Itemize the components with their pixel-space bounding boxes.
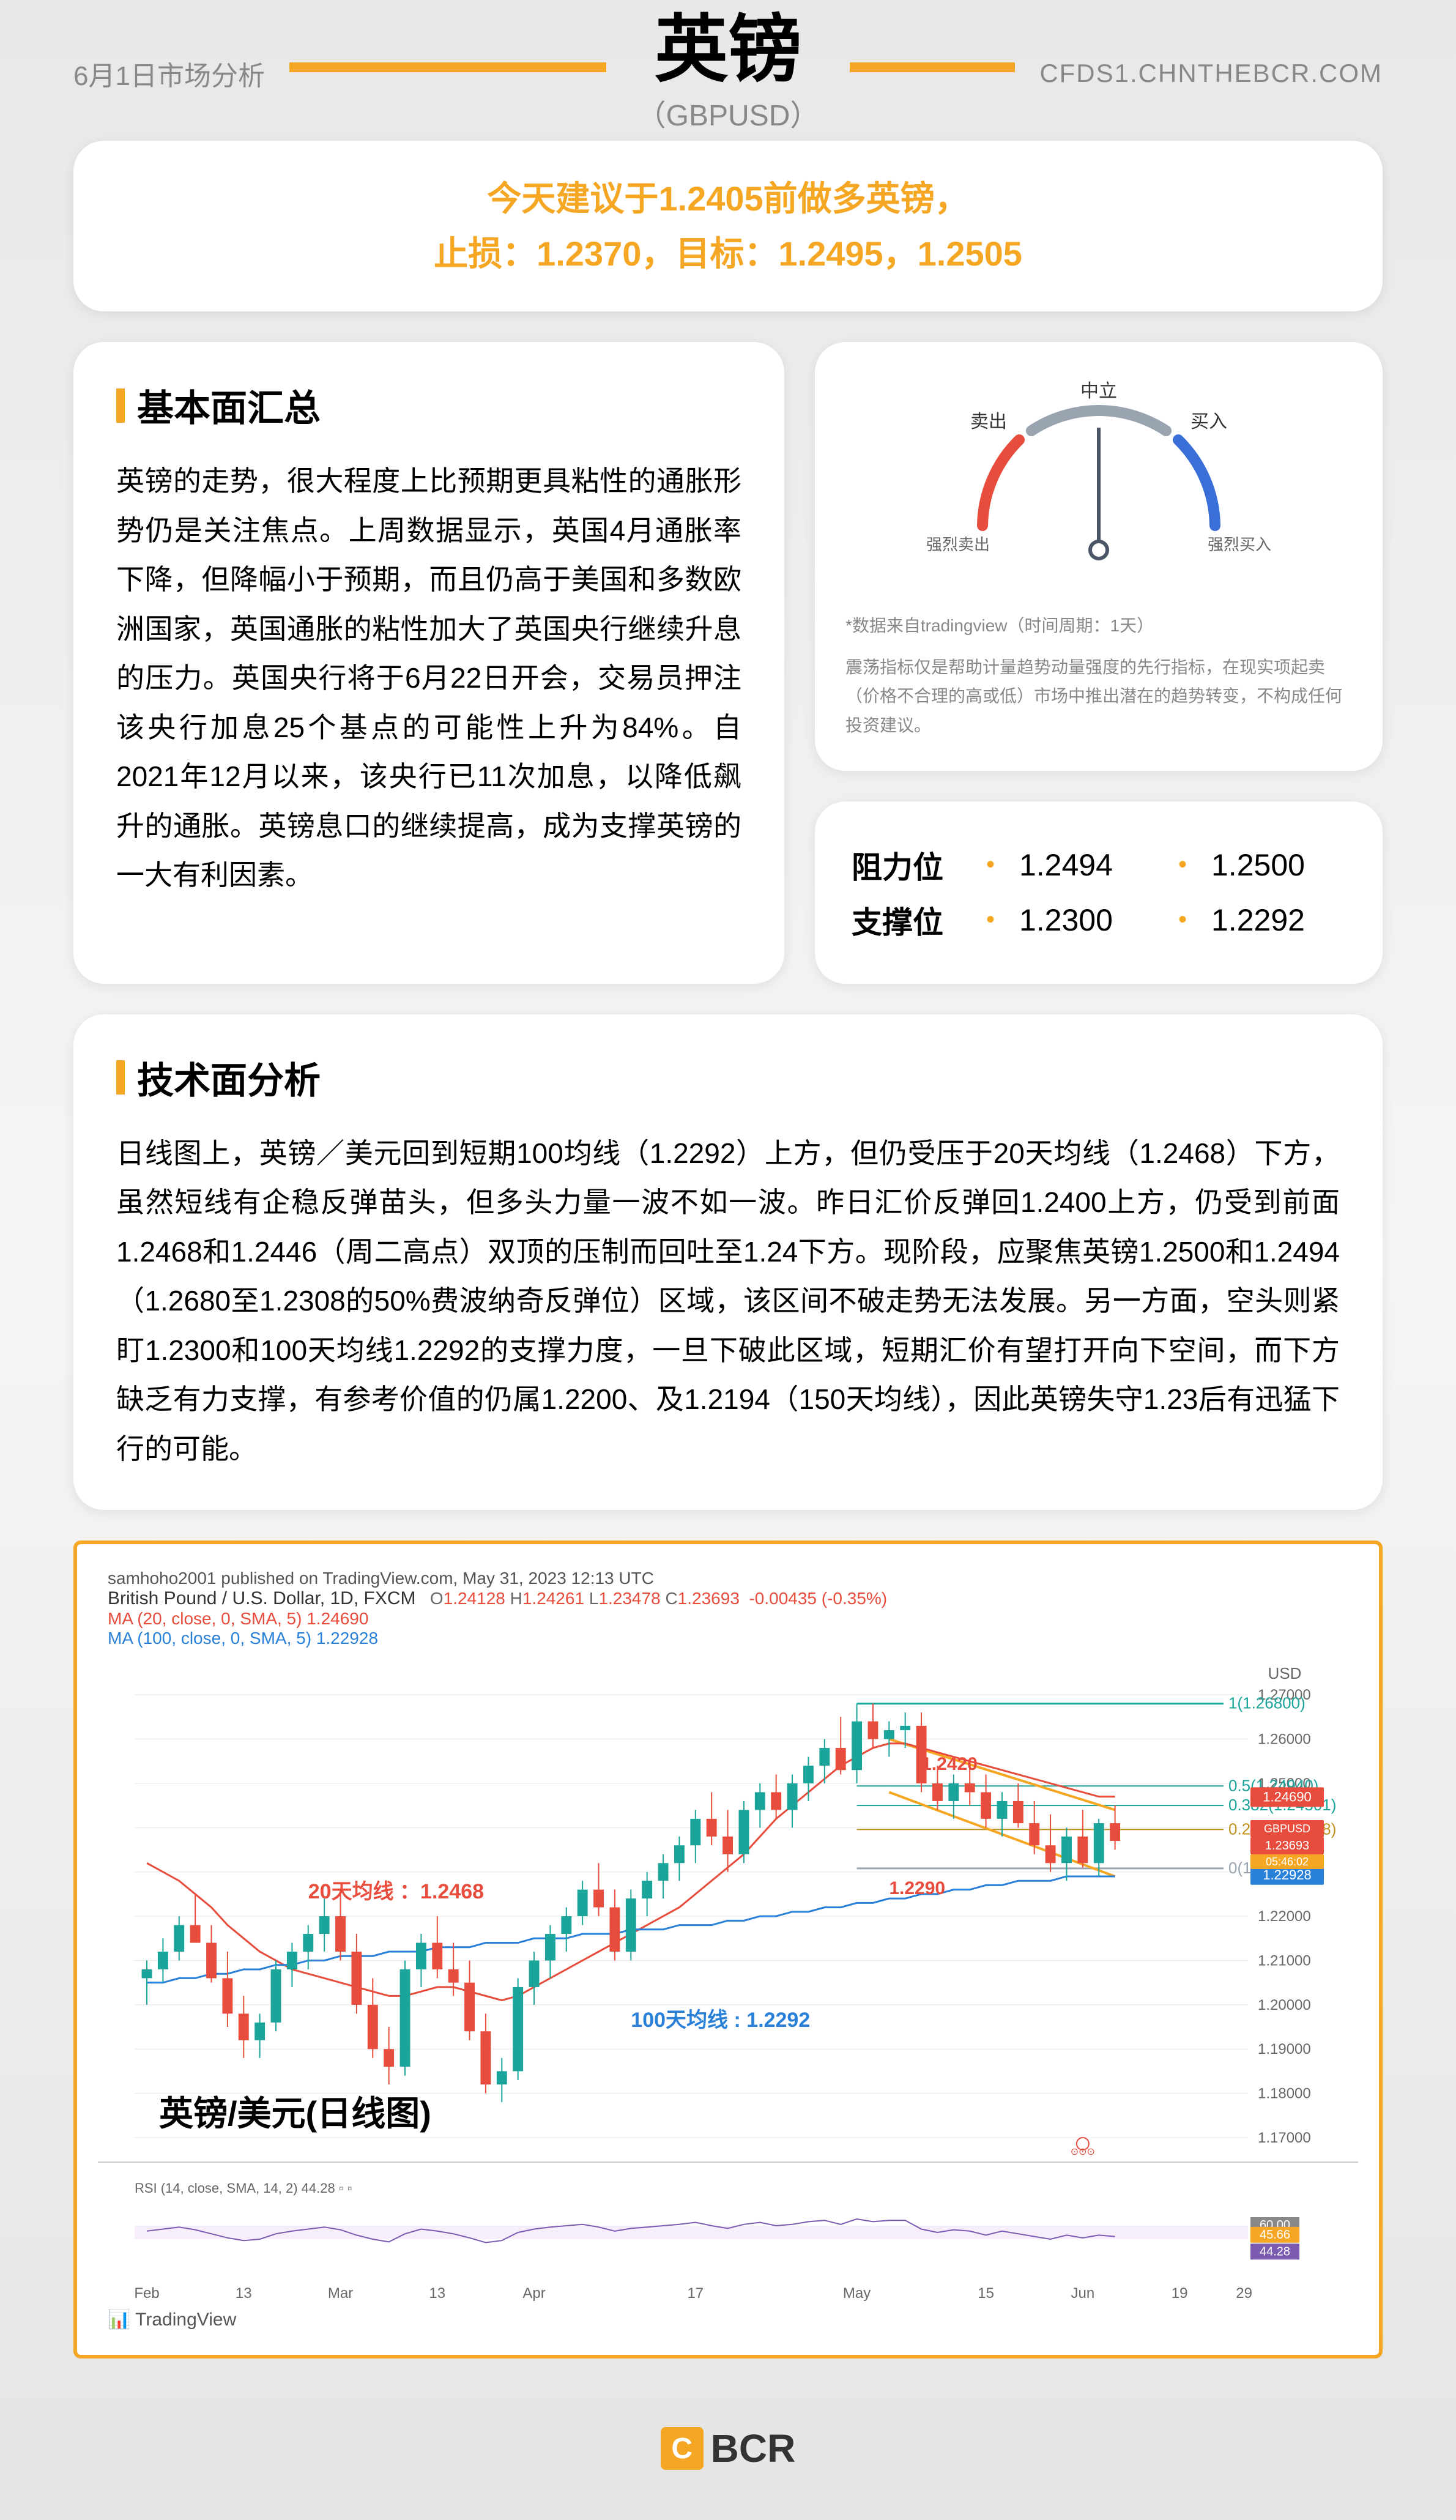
bcr-logo-text: BCR xyxy=(711,2426,796,2471)
fundamental-card: 基本面汇总 英镑的走势，很大程度上比预期更具粘性的通胀形势仍是关注焦点。上周数据… xyxy=(73,342,784,983)
svg-text:1.22928: 1.22928 xyxy=(1263,1867,1312,1883)
chart-ma20-label: MA (20, close, 0, SMA, 5) 1.24690 xyxy=(108,1609,1348,1629)
header-accent-right xyxy=(850,62,1015,72)
svg-text:1.19000: 1.19000 xyxy=(1258,2041,1311,2057)
svg-text:Mar: Mar xyxy=(328,2285,353,2302)
svg-text:GBPUSD: GBPUSD xyxy=(1264,1823,1310,1835)
gauge-label-strong-sell: 强烈卖出 xyxy=(926,535,990,554)
technical-title: 技术面分析 xyxy=(137,1051,321,1104)
recommendation-line2: 止损：1.2370，目标：1.2495，1.2505 xyxy=(122,226,1334,281)
svg-text:1(1.26800): 1(1.26800) xyxy=(1228,1694,1306,1712)
technical-body: 日线图上，英镑／美元回到短期100均线（1.2292）上方，但仍受压于20天均线… xyxy=(116,1129,1340,1474)
dot-icon: • xyxy=(986,906,995,934)
recommendation-line1: 今天建议于1.2405前做多英镑， xyxy=(122,171,1334,226)
svg-text:1.26000: 1.26000 xyxy=(1258,1731,1311,1748)
gauge-note2: 震荡指标仅是帮助计量趋势动量强度的先行指标，在现实项起卖（价格不合理的高或低）市… xyxy=(845,653,1352,740)
gauge-label-sell: 卖出 xyxy=(970,412,1007,432)
tradingview-label: 📊 TradingView xyxy=(108,2309,236,2330)
svg-text:1.24690: 1.24690 xyxy=(1263,1789,1312,1804)
svg-text:英镑/美元(日线图): 英镑/美元(日线图) xyxy=(159,2094,431,2133)
page-title: 英镑 xyxy=(655,13,801,86)
gauge-label-buy: 买入 xyxy=(1190,412,1227,432)
support-val-2: 1.2292 xyxy=(1211,902,1346,938)
accent-bar-icon xyxy=(116,1060,125,1095)
svg-text:1.21000: 1.21000 xyxy=(1258,1953,1311,1969)
levels-card: 阻力位 • 1.2494 • 1.2500 支撑位 • 1.2300 • 1.2… xyxy=(815,801,1383,984)
resistance-label: 阻力位 xyxy=(852,843,962,887)
svg-text:⊙⊙⊙: ⊙⊙⊙ xyxy=(1071,2147,1095,2157)
bcr-logo-icon: C xyxy=(661,2427,704,2470)
fundamental-body: 英镑的走势，很大程度上比预期更具粘性的通胀形势仍是关注焦点。上周数据显示，英国4… xyxy=(116,456,741,900)
page-subtitle: （GBPUSD） xyxy=(637,91,820,134)
svg-text:05:46:02: 05:46:02 xyxy=(1266,1856,1309,1868)
svg-text:1.18000: 1.18000 xyxy=(1258,2086,1311,2102)
chart-card: samhoho2001 published on TradingView.com… xyxy=(73,1541,1383,2358)
svg-text:15: 15 xyxy=(978,2285,994,2302)
resistance-val-2: 1.2500 xyxy=(1211,847,1346,883)
sentiment-gauge: 中立 卖出 买入 强烈卖出 强烈买入 xyxy=(845,366,1352,599)
svg-text:1.2290: 1.2290 xyxy=(889,1878,945,1898)
gauge-note1: *数据来自tradingview（时间周期：1天） xyxy=(845,611,1352,641)
gauge-card: 中立 卖出 买入 强烈卖出 强烈买入 *数据来自tradingview（时间周期… xyxy=(815,342,1383,770)
footer-logo: C BCR xyxy=(0,2389,1456,2520)
technical-card: 技术面分析 日线图上，英镑／美元回到短期100均线（1.2292）上方，但仍受压… xyxy=(73,1014,1383,1511)
header-date: 6月1日市场分析 xyxy=(73,54,265,93)
svg-text:Jun: Jun xyxy=(1071,2285,1095,2302)
svg-text:1.22000: 1.22000 xyxy=(1258,1908,1311,1925)
chart-ohlc: O1.24128 H1.24261 L1.23478 C1.23693 -0.0… xyxy=(430,1589,887,1608)
candlestick-chart: 1.270001.260001.250001.240001.230001.220… xyxy=(95,1660,1361,2303)
svg-text:1.2420: 1.2420 xyxy=(921,1754,978,1774)
svg-text:13: 13 xyxy=(236,2285,252,2302)
chart-ma100-label: MA (100, close, 0, SMA, 5) 1.22928 xyxy=(108,1629,1348,1648)
fundamental-title: 基本面汇总 xyxy=(137,379,321,432)
svg-text:USD: USD xyxy=(1268,1664,1302,1682)
dot-icon: • xyxy=(1178,906,1187,934)
accent-bar-icon xyxy=(116,388,125,423)
support-label: 支撑位 xyxy=(852,898,962,942)
header: 6月1日市场分析 英镑 （GBPUSD） CFDS1.CHNTHEBCR.COM xyxy=(0,0,1456,110)
svg-text:1.20000: 1.20000 xyxy=(1258,1997,1311,2013)
support-row: 支撑位 • 1.2300 • 1.2292 xyxy=(852,898,1346,942)
header-accent-left xyxy=(289,62,606,72)
svg-text:20天均线 ：1.2468: 20天均线 ：1.2468 xyxy=(308,1880,484,1903)
recommendation-card: 今天建议于1.2405前做多英镑， 止损：1.2370，目标：1.2495，1.… xyxy=(73,141,1383,311)
svg-text:19: 19 xyxy=(1172,2285,1188,2302)
svg-text:1.23693: 1.23693 xyxy=(1265,1839,1309,1853)
chart-publisher: samhoho2001 published on TradingView.com… xyxy=(108,1569,1348,1588)
resistance-row: 阻力位 • 1.2494 • 1.2500 xyxy=(852,843,1346,887)
svg-text:45.66: 45.66 xyxy=(1260,2228,1290,2242)
svg-text:RSI (14, close, SMA, 14, 2) 4: RSI (14, close, SMA, 14, 2) 44.28 ▫ ▫ xyxy=(135,2180,352,2196)
resistance-val-1: 1.2494 xyxy=(1019,847,1154,883)
svg-text:May: May xyxy=(843,2285,871,2302)
dot-icon: • xyxy=(986,851,995,879)
svg-text:17: 17 xyxy=(687,2285,704,2302)
svg-text:44.28: 44.28 xyxy=(1260,2245,1290,2258)
gauge-label-strong-buy: 强烈买入 xyxy=(1208,535,1271,554)
header-url: CFDS1.CHNTHEBCR.COM xyxy=(1039,59,1383,88)
chart-pair: British Pound / U.S. Dollar, 1D, FXCM xyxy=(108,1588,416,1608)
svg-text:Apr: Apr xyxy=(522,2285,545,2302)
svg-text:Feb: Feb xyxy=(134,2285,159,2302)
svg-text:29: 29 xyxy=(1236,2285,1252,2302)
support-val-1: 1.2300 xyxy=(1019,902,1154,938)
gauge-label-neutral: 中立 xyxy=(1080,381,1117,401)
svg-text:13: 13 xyxy=(429,2285,445,2302)
dot-icon: • xyxy=(1178,851,1187,879)
svg-text:100天均线 : 1.2292: 100天均线 : 1.2292 xyxy=(631,2009,810,2032)
svg-text:1.17000: 1.17000 xyxy=(1258,2130,1311,2146)
